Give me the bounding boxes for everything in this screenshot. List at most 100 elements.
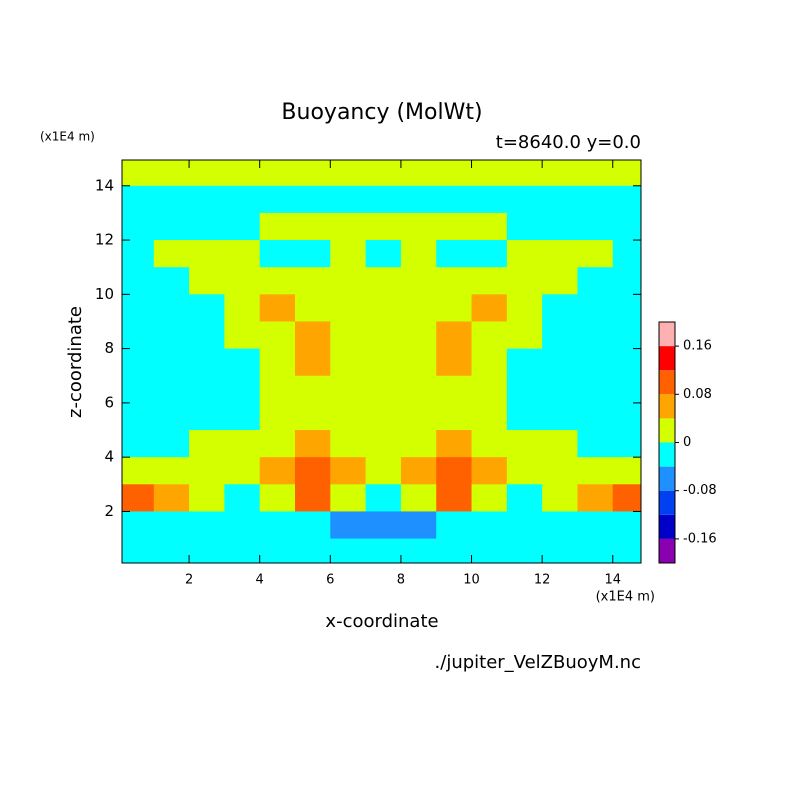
- contour-cell: [259, 267, 296, 295]
- contour-cell: [365, 402, 402, 431]
- contour-cell: [577, 402, 614, 431]
- contour-cell: [577, 212, 614, 241]
- contour-cell: [471, 457, 508, 485]
- contour-cell: [436, 321, 473, 350]
- contour-cell: [612, 212, 641, 241]
- contour-cell: [542, 538, 579, 563]
- contour-cell: [436, 160, 473, 187]
- contour-cell: [436, 538, 473, 563]
- colorbar-bin: [659, 442, 675, 467]
- contour-cell: [612, 538, 641, 563]
- contour-cell: [542, 511, 579, 540]
- contour-cell: [612, 430, 641, 458]
- contour-cell: [436, 185, 473, 214]
- contour-cell: [330, 160, 367, 187]
- contour-cell: [122, 267, 155, 295]
- contour-cell: [153, 538, 190, 563]
- contour-cell: [365, 375, 402, 404]
- colorbar-tick-label: -0.16: [683, 531, 717, 546]
- y-tick-label: 4: [104, 448, 114, 466]
- contour-cell: [330, 430, 367, 458]
- contour-cell: [577, 457, 614, 485]
- field: [122, 160, 641, 563]
- contour-cell: [506, 484, 543, 513]
- contour-cell: [122, 212, 155, 241]
- contour-cell: [259, 348, 296, 377]
- contour-cell: [330, 457, 367, 485]
- contour-cell: [542, 457, 579, 485]
- contour-cell: [436, 511, 473, 540]
- contour-cell: [153, 457, 190, 485]
- contour-cell: [436, 484, 473, 513]
- contour-cell: [330, 484, 367, 513]
- contour-cell: [259, 402, 296, 431]
- contour-cell: [224, 511, 261, 540]
- contour-cell: [400, 348, 437, 377]
- x-tick-label: 2: [185, 573, 193, 588]
- contour-cell: [400, 457, 437, 485]
- contour-cell: [153, 375, 190, 404]
- contour-cell: [189, 402, 225, 431]
- contour-cell: [542, 267, 579, 295]
- contour-cell: [506, 240, 543, 268]
- contour-cell: [577, 375, 614, 404]
- contour-cell: [295, 348, 331, 377]
- contour-cell: [506, 402, 543, 431]
- contour-cell: [122, 348, 155, 377]
- contour-cell: [436, 402, 473, 431]
- contour-cell: [122, 457, 155, 485]
- contour-cell: [330, 267, 367, 295]
- contour-cell: [259, 185, 296, 214]
- contour-cell: [189, 430, 225, 458]
- contour-cell: [542, 294, 579, 323]
- contour-cell: [612, 457, 641, 485]
- footnote: ./jupiter_VelZBuoyM.nc: [435, 652, 641, 673]
- contour-cell: [400, 240, 437, 268]
- contour-cell: [122, 240, 155, 268]
- contour-cell: [471, 538, 508, 563]
- contour-cell: [365, 212, 402, 241]
- colorbar-tick-label: 0.16: [683, 339, 712, 354]
- contour-cell: [471, 402, 508, 431]
- contour-cell: [436, 267, 473, 295]
- contour-cell: [365, 294, 402, 323]
- contour-cell: [506, 538, 543, 563]
- contour-cell: [612, 402, 641, 431]
- contour-cell: [330, 375, 367, 404]
- contour-cell: [295, 375, 331, 404]
- contour-cell: [122, 294, 155, 323]
- contour-cell: [189, 511, 225, 540]
- contour-cell: [542, 160, 579, 187]
- contour-cell: [153, 240, 190, 268]
- contour-cell: [506, 160, 543, 187]
- contour-cell: [295, 160, 331, 187]
- contour-cell: [436, 240, 473, 268]
- contour-cell: [224, 294, 261, 323]
- contour-cell: [259, 430, 296, 458]
- contour-cell: [612, 267, 641, 295]
- colorbar-tick-label: 0.08: [683, 387, 712, 402]
- contour-cell: [365, 538, 402, 563]
- contour-cell: [330, 185, 367, 214]
- contour-cell: [612, 160, 641, 187]
- contour-cell: [436, 430, 473, 458]
- contour-cell: [542, 484, 579, 513]
- colorbar-bin: [659, 394, 675, 419]
- colorbar-tick-label: 0: [683, 435, 691, 450]
- contour-cell: [153, 430, 190, 458]
- contour-cell: [542, 240, 579, 268]
- contour-cell: [153, 402, 190, 431]
- contour-cell: [189, 267, 225, 295]
- contour-cell: [542, 185, 579, 214]
- contour-cell: [400, 511, 437, 540]
- contour-cell: [542, 321, 579, 350]
- contour-cell: [506, 294, 543, 323]
- contour-cell: [295, 321, 331, 350]
- contour-cell: [224, 484, 261, 513]
- contour-cell: [122, 185, 155, 214]
- contour-cell: [365, 240, 402, 268]
- contour-cell: [295, 185, 331, 214]
- contour-cell: [295, 484, 331, 513]
- contour-cell: [577, 240, 614, 268]
- contour-cell: [612, 240, 641, 268]
